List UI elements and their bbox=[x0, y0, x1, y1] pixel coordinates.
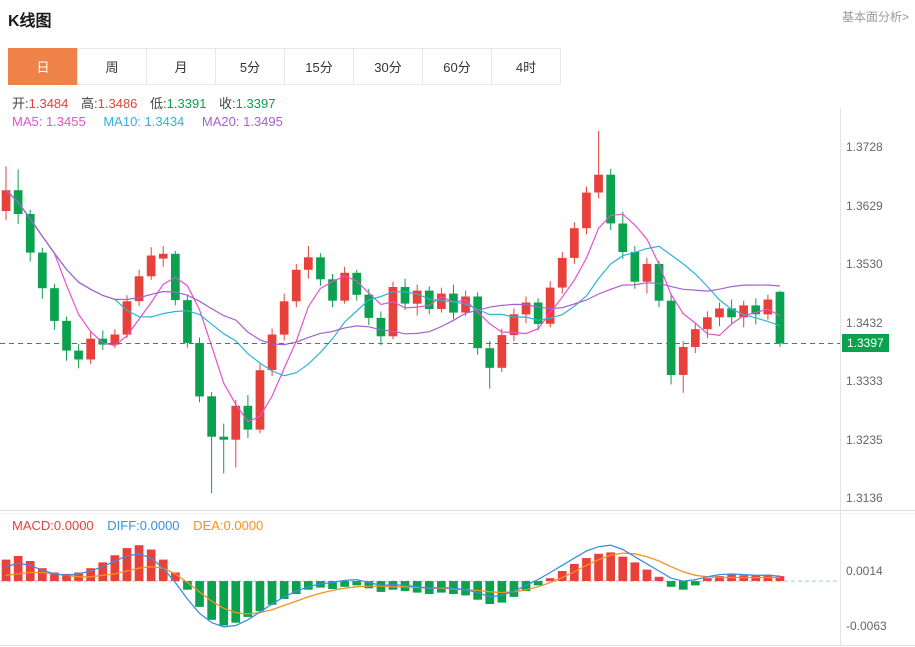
fundamental-analysis-link[interactable]: 基本面分析> bbox=[841, 10, 909, 24]
price-axis-label: 1.3136 bbox=[846, 491, 883, 506]
candlestick-chart bbox=[0, 130, 840, 494]
last-price-badge: 1.3397 bbox=[842, 334, 889, 353]
tab-5min[interactable]: 5分 bbox=[215, 48, 285, 85]
tab-month[interactable]: 月 bbox=[146, 48, 216, 85]
macd-axis-label: 0.0014 bbox=[846, 564, 883, 579]
price-axis-label: 1.3629 bbox=[846, 198, 883, 213]
tab-15min[interactable]: 15分 bbox=[284, 48, 354, 85]
ohlc-high: 高:1.3486 bbox=[81, 96, 138, 111]
tab-4hour[interactable]: 4时 bbox=[491, 48, 561, 85]
macd-value-label: MACD:0.0000 bbox=[12, 518, 94, 533]
ma5-legend: MA5: 1.3455 bbox=[12, 114, 86, 129]
bottom-border bbox=[0, 645, 915, 646]
diff-value-label: DIFF:0.0000 bbox=[107, 518, 180, 533]
price-axis-label: 1.3235 bbox=[846, 432, 883, 447]
macd-chart bbox=[0, 544, 840, 628]
price-axis-label: 1.3530 bbox=[846, 257, 883, 272]
ma20-legend: MA20: 1.3495 bbox=[201, 114, 283, 129]
interval-tabs: 日 周 月 5分 15分 30分 60分 4时 bbox=[8, 48, 561, 85]
ohlc-close: 收:1.3397 bbox=[219, 96, 276, 111]
macd-legend: MACD:0.0000 DIFF:0.0000 DEA:0.0000 bbox=[12, 518, 273, 533]
page-title: K线图 bbox=[8, 13, 52, 30]
tab-day[interactable]: 日 bbox=[8, 48, 78, 85]
ohlc-legend: 开:1.3484 高:1.3486 低:1.3391 收:1.3397 bbox=[12, 93, 284, 112]
price-axis-label: 1.3728 bbox=[846, 139, 883, 154]
tab-60min[interactable]: 60分 bbox=[422, 48, 492, 85]
panel-divider bbox=[0, 510, 915, 511]
price-axis-label: 1.3432 bbox=[846, 315, 883, 330]
price-axis-label: 1.3333 bbox=[846, 374, 883, 389]
ohlc-open: 开:1.3484 bbox=[12, 96, 69, 111]
ohlc-low: 低:1.3391 bbox=[150, 96, 207, 111]
macd-axis-label: -0.0063 bbox=[846, 619, 887, 634]
axis-divider bbox=[840, 108, 841, 645]
panel-divider-2 bbox=[0, 513, 915, 514]
tab-30min[interactable]: 30分 bbox=[353, 48, 423, 85]
ma10-legend: MA10: 1.3434 bbox=[103, 114, 185, 129]
tab-week[interactable]: 周 bbox=[77, 48, 147, 85]
dea-value-label: DEA:0.0000 bbox=[193, 518, 264, 533]
ma-legend: MA5: 1.3455 MA10: 1.3434 MA20: 1.3495 bbox=[12, 114, 297, 129]
